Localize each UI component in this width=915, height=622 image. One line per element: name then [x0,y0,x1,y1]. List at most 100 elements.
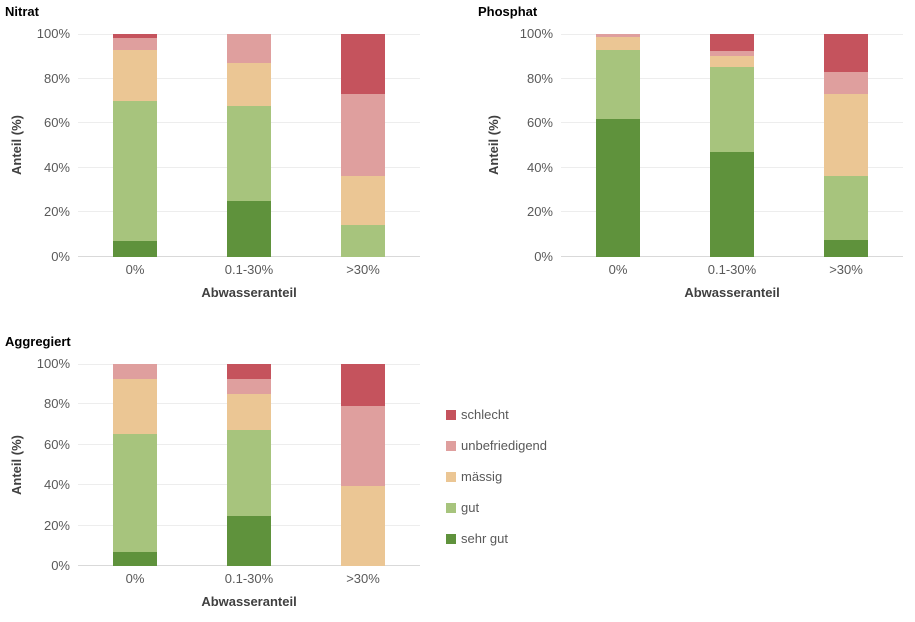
bar-segment-unbefriedigend [227,34,271,63]
chart-nitrat: Nitrat Anteil (%) 0% 20% 40% 60% 80% 100% 0% 0… [0,0,455,320]
x-axis-title: Abwasseranteil [201,594,297,609]
x-tick-label: 0.1-30% [224,571,274,586]
y-tick-label: 100% [519,26,553,41]
x-tick-label: 0% [125,262,145,277]
y-tick-label: 60% [43,115,70,131]
bar-segment-gut [341,224,385,257]
bar-segment-mässig [341,175,385,225]
bar-segment-gut [824,175,868,241]
y-tick-label: 80% [43,70,70,86]
y-tick-label: 20% [526,204,553,220]
y-tick-label: 20% [43,204,70,220]
x-tick-label: >30% [346,262,380,277]
x-axis-title: Abwasseranteil [684,285,780,300]
bar-segment-gut [227,106,271,202]
y-tick-label: 100% [36,26,70,41]
bar-segment-schlecht [227,364,271,380]
bar-segment-unbefriedigend [710,50,754,57]
legend-label: unbefriedigend [461,438,548,453]
y-tick-label: 80% [43,396,70,412]
y-tick-label: 40% [43,477,70,493]
bar-segment-schlecht [341,34,385,95]
bar-segment-mässig [595,37,640,50]
y-axis-title: Anteil (%) [486,115,501,175]
legend-swatch-unbefriedigend [446,440,456,451]
bar-segment-sehr-gut [710,152,754,257]
chart-phosphat: Phosphat Anteil (%) 0% 20% 40% 60% 80% 100% 0… [470,0,915,320]
legend: schlecht unbefriedigend mässig gut sehr gut [446,404,547,559]
bar-segment-unbefriedigend [341,94,385,176]
plot-area: 0% 20% 40% 60% 80% 100% 0% 0.1-30% >30% [520,26,903,277]
y-axis-ticks: 0% 20% 40% 60% 80% 100% [20,356,70,573]
bar-segment-unbefriedigend [112,38,157,50]
y-tick-label: 40% [43,159,70,175]
bar-segment-unbefriedigend [112,364,157,380]
bar-segment-schlecht [341,364,385,407]
bar-segment-sehr-gut [112,241,157,257]
y-tick-label: 0% [51,558,70,573]
bar-segment-unbefriedigend [227,379,271,395]
bar-segment-unbefriedigend [595,34,640,38]
x-tick-label: >30% [346,571,380,586]
legend-item: sehr gut [446,528,547,549]
chart-title-nitrat: Nitrat [5,4,39,19]
bar-segment-gut [595,49,640,119]
y-tick-label: 60% [526,115,553,131]
x-axis-title: Abwasseranteil [201,285,297,300]
y-tick-label: 0% [51,249,70,264]
x-axis-ticks: 0% 0.1-30% >30% [561,262,903,278]
bar-segment-gut [112,100,157,242]
bar-segment-mässig [824,94,868,176]
bar-segment-mässig [341,486,385,566]
bar-segment-mässig [227,394,271,430]
y-tick-label: 100% [36,356,70,371]
legend-label: gut [461,500,480,515]
bar-segment-schlecht [824,34,868,72]
legend-swatch-mässig [446,471,456,482]
plot-area: 0% 20% 40% 60% 80% 100% 0% 0.1-30% >30% [37,26,420,277]
legend-swatch-schlecht [446,409,456,420]
bar-segment-sehr-gut [227,201,271,257]
y-tick-label: 80% [526,70,553,86]
y-axis-ticks: 0% 20% 40% 60% 80% 100% [20,26,70,264]
y-tick-label: 0% [534,249,553,264]
y-tick-label: 40% [526,159,553,175]
legend-label: schlecht [461,407,509,422]
bar-segment-sehr-gut [595,118,640,257]
legend-item: mässig [446,466,547,487]
legend-label: mässig [461,469,503,484]
legend-swatch-gut [446,502,456,513]
x-axis-ticks: 0% 0.1-30% >30% [78,571,420,587]
bar-segment-mässig [112,49,157,101]
bar-segment-schlecht [112,34,157,39]
chart-title-aggregiert: Aggregiert [5,334,71,349]
x-tick-label: 0.1-30% [707,262,757,277]
bar-segment-gut [112,433,157,552]
x-tick-label: 0% [608,262,628,277]
legend-item: gut [446,497,547,518]
bar-segment-mässig [227,63,271,107]
y-tick-label: 20% [43,517,70,533]
bar-segment-gut [227,429,271,516]
legend-item: schlecht [446,404,547,425]
bar-segment-unbefriedigend [824,71,868,95]
bar-segment-sehr-gut [824,240,868,257]
x-axis-ticks: 0% 0.1-30% >30% [78,262,420,278]
y-axis-ticks: 0% 20% 40% 60% 80% 100% [503,26,553,264]
bar-segment-unbefriedigend [341,406,385,487]
bar-segment-gut [710,67,754,153]
legend-label: sehr gut [461,531,508,546]
legend-swatch-sehr-gut [446,533,456,544]
x-tick-label: >30% [829,262,863,277]
bar-segment-mässig [112,379,157,434]
x-tick-label: 0% [125,571,145,586]
legend-item: unbefriedigend [446,435,547,456]
chart-aggregiert: Aggregiert Anteil (%) 0% 20% 40% 60% 80% 100%… [0,330,455,622]
x-tick-label: 0.1-30% [224,262,274,277]
plot-area: 0% 20% 40% 60% 80% 100% 0% 0.1-30% >30% [37,356,420,586]
chart-title-phosphat: Phosphat [478,4,538,19]
bar-segment-sehr-gut [112,551,157,566]
y-tick-label: 60% [43,436,70,452]
bar-segment-sehr-gut [227,515,271,566]
bar-segment-mässig [710,56,754,68]
